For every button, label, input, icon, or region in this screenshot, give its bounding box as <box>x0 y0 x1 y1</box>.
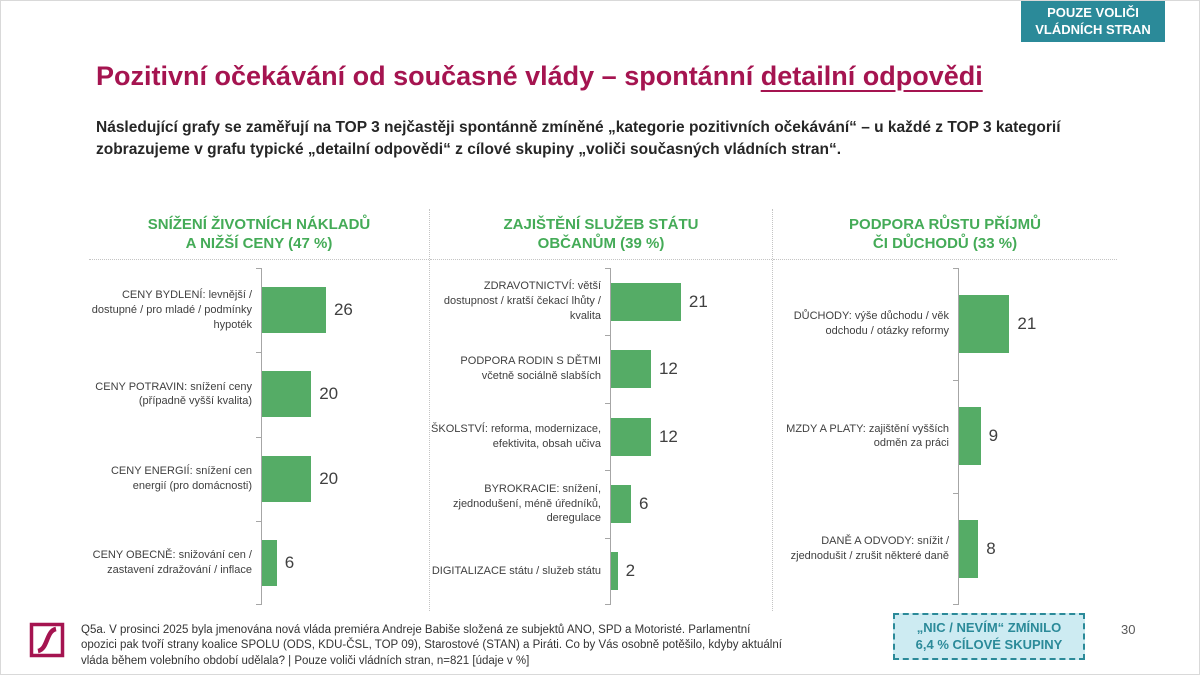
chart-row: CENY OBECNĚ: snižování cen / zastavení z… <box>89 520 429 606</box>
chart-title: ZAJIŠTĚNÍ SLUŽEB STÁTU OBČANŮM (39 %) <box>503 215 699 253</box>
bar-value: 20 <box>319 384 339 404</box>
chart-row: BYROKRACIE: snížení, zjednodušení, méně … <box>430 470 772 538</box>
chart-title: SNÍŽENÍ ŽIVOTNÍCH NÁKLADŮ A NIŽŠÍ CENY (… <box>147 215 371 253</box>
bar-area: 9 <box>953 380 1117 493</box>
bar-value: 12 <box>658 359 678 379</box>
chart-header: ZAJIŠTĚNÍ SLUŽEB STÁTU OBČANŮM (39 %) <box>430 209 772 260</box>
bar-area: 8 <box>953 492 1117 606</box>
page-title: Pozitivní očekávání od současné vlády – … <box>96 61 1156 92</box>
bar <box>611 484 631 523</box>
category-label: DANĚ A ODVODY: snížit / zjednodušit / zr… <box>790 534 949 562</box>
bar-area: 21 <box>605 268 772 336</box>
chart-row: DIGITALIZACE státu / služeb státu 2 <box>430 537 772 606</box>
page-subtitle: Následující grafy se zaměřují na TOP 3 n… <box>96 119 1061 158</box>
chart-header: PODPORA RŮSTU PŘÍJMŮ ČI DŮCHODŮ (33 %) <box>773 209 1117 260</box>
bar-area: 20 <box>256 352 429 437</box>
bar-area: 12 <box>605 335 772 403</box>
bar-value: 21 <box>1017 314 1037 334</box>
chart-row: CENY POTRAVIN: snížení ceny (případně vy… <box>89 352 429 437</box>
bar <box>262 287 326 334</box>
chart-row: DANĚ A ODVODY: snížit / zjednodušit / zr… <box>773 492 1117 606</box>
bar <box>959 407 981 466</box>
bar <box>959 519 979 578</box>
category-label: ŠKOLSTVÍ: reforma, modernizace, efektivi… <box>431 422 601 450</box>
chart-row: DŮCHODY: výše důchodu / věk odchodu / ot… <box>773 268 1117 381</box>
category-label: CENY BYDLENÍ: levnější / dostupné / pro … <box>91 288 252 331</box>
bar-area: 6 <box>605 470 772 538</box>
category-label: CENY POTRAVIN: snížení ceny (případně vy… <box>95 380 252 408</box>
audience-badge: POUZE VOLIČI VLÁDNÍCH STRAN <box>1021 1 1165 42</box>
chart-rows: CENY BYDLENÍ: levnější / dostupné / pro … <box>89 260 429 611</box>
chart-header: SNÍŽENÍ ŽIVOTNÍCH NÁKLADŮ A NIŽŠÍ CENY (… <box>89 209 429 260</box>
bar <box>611 417 651 456</box>
bar-area: 20 <box>256 436 429 521</box>
bar-value: 6 <box>284 552 295 572</box>
chart-income-growth: PODPORA RŮSTU PŘÍJMŮ ČI DŮCHODŮ (33 %) D… <box>772 209 1117 611</box>
note-line-1: „NIC / NEVÍM“ ZMÍNILO <box>916 619 1062 635</box>
chart-rows: DŮCHODY: výše důchodu / věk odchodu / ot… <box>773 260 1117 611</box>
chart-living-costs: SNÍŽENÍ ŽIVOTNÍCH NÁKLADŮ A NIŽŠÍ CENY (… <box>89 209 429 611</box>
bar-area: 21 <box>953 268 1117 381</box>
bar-value: 26 <box>333 300 353 320</box>
category-label: BYROKRACIE: snížení, zjednodušení, méně … <box>453 482 601 525</box>
bar-value: 20 <box>319 468 339 488</box>
category-label: CENY OBECNĚ: snižování cen / zastavení z… <box>92 549 252 576</box>
page-number: 30 <box>1121 622 1136 637</box>
chart-row: ZDRAVOTNICTVÍ: větší dostupnost / kratší… <box>430 268 772 336</box>
question-footnote: Q5a. V prosinci 2025 byla jmenována nová… <box>81 624 782 667</box>
chart-row: CENY BYDLENÍ: levnější / dostupné / pro … <box>89 268 429 353</box>
chart-state-services: ZAJIŠTĚNÍ SLUŽEB STÁTU OBČANŮM (39 %) ZD… <box>429 209 772 611</box>
company-logo-icon <box>29 622 65 658</box>
bar-value: 6 <box>638 493 649 513</box>
chart-row: CENY ENERGIÍ: snížení cen energií (pro d… <box>89 436 429 521</box>
category-label: DIGITALIZACE státu / služeb státu <box>431 564 601 577</box>
bar <box>611 282 681 321</box>
note-line-2: 6,4 % CÍLOVÉ SKUPINY <box>915 636 1063 652</box>
chart-row: PODPORA RODIN S DĚTMI včetně sociálně sl… <box>430 335 772 403</box>
charts-region: SNÍŽENÍ ŽIVOTNÍCH NÁKLADŮ A NIŽŠÍ CENY (… <box>89 209 1117 611</box>
bar <box>611 350 651 389</box>
bar-value: 9 <box>988 426 999 446</box>
bar <box>262 455 312 502</box>
category-label: ZDRAVOTNICTVÍ: větší dostupnost / kratší… <box>443 280 601 323</box>
nothing-mentioned-note: „NIC / NEVÍM“ ZMÍNILO 6,4 % CÍLOVÉ SKUPI… <box>893 613 1085 660</box>
chart-title: PODPORA RŮSTU PŘÍJMŮ ČI DŮCHODŮ (33 %) <box>849 215 1041 253</box>
audience-badge-text: POUZE VOLIČI VLÁDNÍCH STRAN <box>1035 4 1151 37</box>
bar-area: 6 <box>256 520 429 606</box>
bar-area: 12 <box>605 402 772 471</box>
page-title-main: Pozitivní očekávání od současné vlády – … <box>96 61 761 91</box>
page-title-underlined: detailní odpovědi <box>760 61 983 91</box>
bar-area: 2 <box>605 537 772 606</box>
chart-row: MZDY A PLATY: zajištění vyšších odměn za… <box>773 380 1117 493</box>
bar <box>262 371 312 418</box>
category-label: CENY ENERGIÍ: snížení cen energií (pro d… <box>110 464 252 492</box>
bar-value: 8 <box>986 538 996 558</box>
category-label: MZDY A PLATY: zajištění vyšších odměn za… <box>786 422 949 450</box>
bar <box>262 539 277 586</box>
bar-value: 2 <box>625 561 636 581</box>
bar-value: 21 <box>688 291 708 311</box>
category-label: DŮCHODY: výše důchodu / věk odchodu / ot… <box>793 310 949 338</box>
bar <box>959 295 1010 354</box>
bar-area: 26 <box>256 268 429 353</box>
bar-value: 12 <box>658 426 678 446</box>
bar <box>611 552 618 591</box>
chart-row: ŠKOLSTVÍ: reforma, modernizace, efektivi… <box>430 402 772 471</box>
chart-rows: ZDRAVOTNICTVÍ: větší dostupnost / kratší… <box>430 260 772 611</box>
category-label: PODPORA RODIN S DĚTMI včetně sociálně sl… <box>460 355 601 383</box>
